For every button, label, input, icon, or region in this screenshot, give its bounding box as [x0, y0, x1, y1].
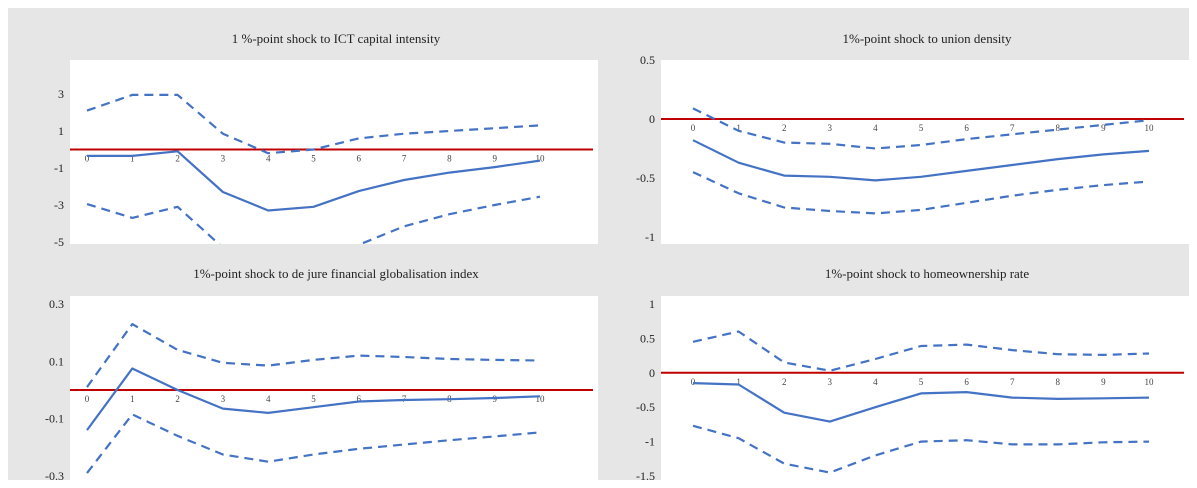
- x-tick-label: 6: [964, 377, 969, 387]
- chart-title: 1 %-point shock to ICT capital intensity: [232, 31, 441, 46]
- series-line-estimate: [86, 367, 541, 431]
- x-tick-label: 9: [492, 153, 497, 163]
- chart-title: 1%-point shock to homeownership rate: [825, 266, 1030, 281]
- x-tick-label: 3: [221, 153, 226, 163]
- x-tick-label: 1: [130, 394, 135, 404]
- chart-panel-financial-globalisation: 1%-point shock to de jure financial glob…: [45, 266, 598, 483]
- x-tick-label: 6: [357, 394, 362, 404]
- x-tick-label: 4: [266, 394, 271, 404]
- x-tick-label: 4: [873, 377, 878, 387]
- y-tick-label: -0.3: [45, 469, 64, 483]
- y-tick-label: -3: [54, 198, 64, 212]
- series-line-estimate: [87, 150, 541, 212]
- y-tick-label: 0.1: [49, 354, 64, 368]
- series-line-confidence-band: [692, 424, 1150, 474]
- x-tick-label: 2: [782, 377, 787, 387]
- x-tick-label: 8: [1056, 377, 1061, 387]
- x-tick-label: 7: [1010, 123, 1015, 133]
- x-tick-label: 2: [175, 394, 180, 404]
- series-line-confidence-band: [692, 107, 1150, 150]
- y-tick-label: -1: [645, 230, 655, 244]
- series-line-confidence-band: [692, 171, 1150, 215]
- x-tick-label: 1: [736, 377, 741, 387]
- x-tick-label: 10: [536, 153, 546, 163]
- x-tick-label: 8: [1056, 123, 1061, 133]
- x-tick-label: 9: [1101, 123, 1106, 133]
- x-tick-label: 5: [311, 394, 316, 404]
- series-line-confidence-band: [86, 413, 541, 474]
- series-line-estimate: [692, 382, 1150, 423]
- chart-title: 1%-point shock to de jure financial glob…: [193, 266, 479, 281]
- y-tick-label: -0.5: [636, 400, 655, 414]
- y-tick-label: -1: [645, 435, 655, 449]
- x-tick-label: 1: [130, 153, 135, 163]
- y-tick-label: -0.5: [636, 171, 655, 185]
- x-tick-label: 0: [691, 377, 696, 387]
- x-tick-label: 2: [175, 153, 180, 163]
- chart-panel-union-density: 1%-point shock to union density 0.5 0 -0.5 -…: [636, 31, 1189, 244]
- y-tick-label: 3: [58, 87, 64, 101]
- x-tick-label: 4: [266, 153, 271, 163]
- plot-area: [70, 60, 598, 244]
- x-tick-label: 8: [447, 153, 452, 163]
- x-tick-label: 7: [1010, 377, 1015, 387]
- x-tick-label: 2: [782, 123, 787, 133]
- chart-title: 1%-point shock to union density: [843, 31, 1012, 46]
- x-tick-label: 4: [873, 123, 878, 133]
- y-tick-label: 0.5: [640, 53, 655, 67]
- plot-area: [661, 60, 1189, 244]
- series-line-confidence-band: [692, 330, 1150, 372]
- plot-area: [70, 296, 598, 480]
- x-tick-label: 5: [311, 153, 316, 163]
- x-tick-label: 6: [357, 153, 362, 163]
- x-tick-label: 7: [402, 153, 407, 163]
- x-tick-label: 9: [1101, 377, 1106, 387]
- x-tick-label: 0: [691, 123, 696, 133]
- series-line-confidence-band: [86, 93, 541, 155]
- y-tick-label: 0: [649, 112, 655, 126]
- x-tick-label: 5: [919, 123, 924, 133]
- y-tick-label: 0.5: [640, 331, 655, 345]
- y-tick-label: 0: [649, 366, 655, 380]
- x-tick-label: 5: [919, 377, 924, 387]
- chart-panel-ict-capital-intensity: 1 %-point shock to ICT capital intensity…: [54, 31, 598, 249]
- y-tick-label: -0.1: [45, 412, 64, 426]
- x-tick-label: 10: [1145, 123, 1155, 133]
- x-tick-label: 3: [221, 394, 226, 404]
- y-tick-label: 1: [649, 297, 655, 311]
- x-tick-label: 0: [85, 394, 90, 404]
- x-tick-label: 0: [85, 153, 90, 163]
- y-tick-label: -1.5: [636, 469, 655, 483]
- y-tick-label: 1: [58, 124, 64, 138]
- plot-area: [661, 296, 1189, 480]
- chart-panel-homeownership-rate: 1%-point shock to homeownership rate 1 0.5…: [636, 266, 1189, 483]
- series-line-estimate: [692, 139, 1150, 182]
- figure: 1 %-point shock to ICT capital intensity…: [8, 8, 1189, 483]
- x-tick-label: 10: [536, 394, 546, 404]
- x-tick-label: 10: [1145, 377, 1155, 387]
- y-tick-label: 0.3: [49, 297, 64, 311]
- y-tick-label: -5: [54, 235, 64, 249]
- x-tick-label: 3: [828, 123, 833, 133]
- y-tick-label: -1: [54, 161, 64, 175]
- x-tick-label: 6: [964, 123, 969, 133]
- series-line-confidence-band: [86, 322, 541, 388]
- series-line-confidence-band: [86, 195, 541, 244]
- x-tick-label: 3: [828, 377, 833, 387]
- x-tick-label: 1: [736, 123, 741, 133]
